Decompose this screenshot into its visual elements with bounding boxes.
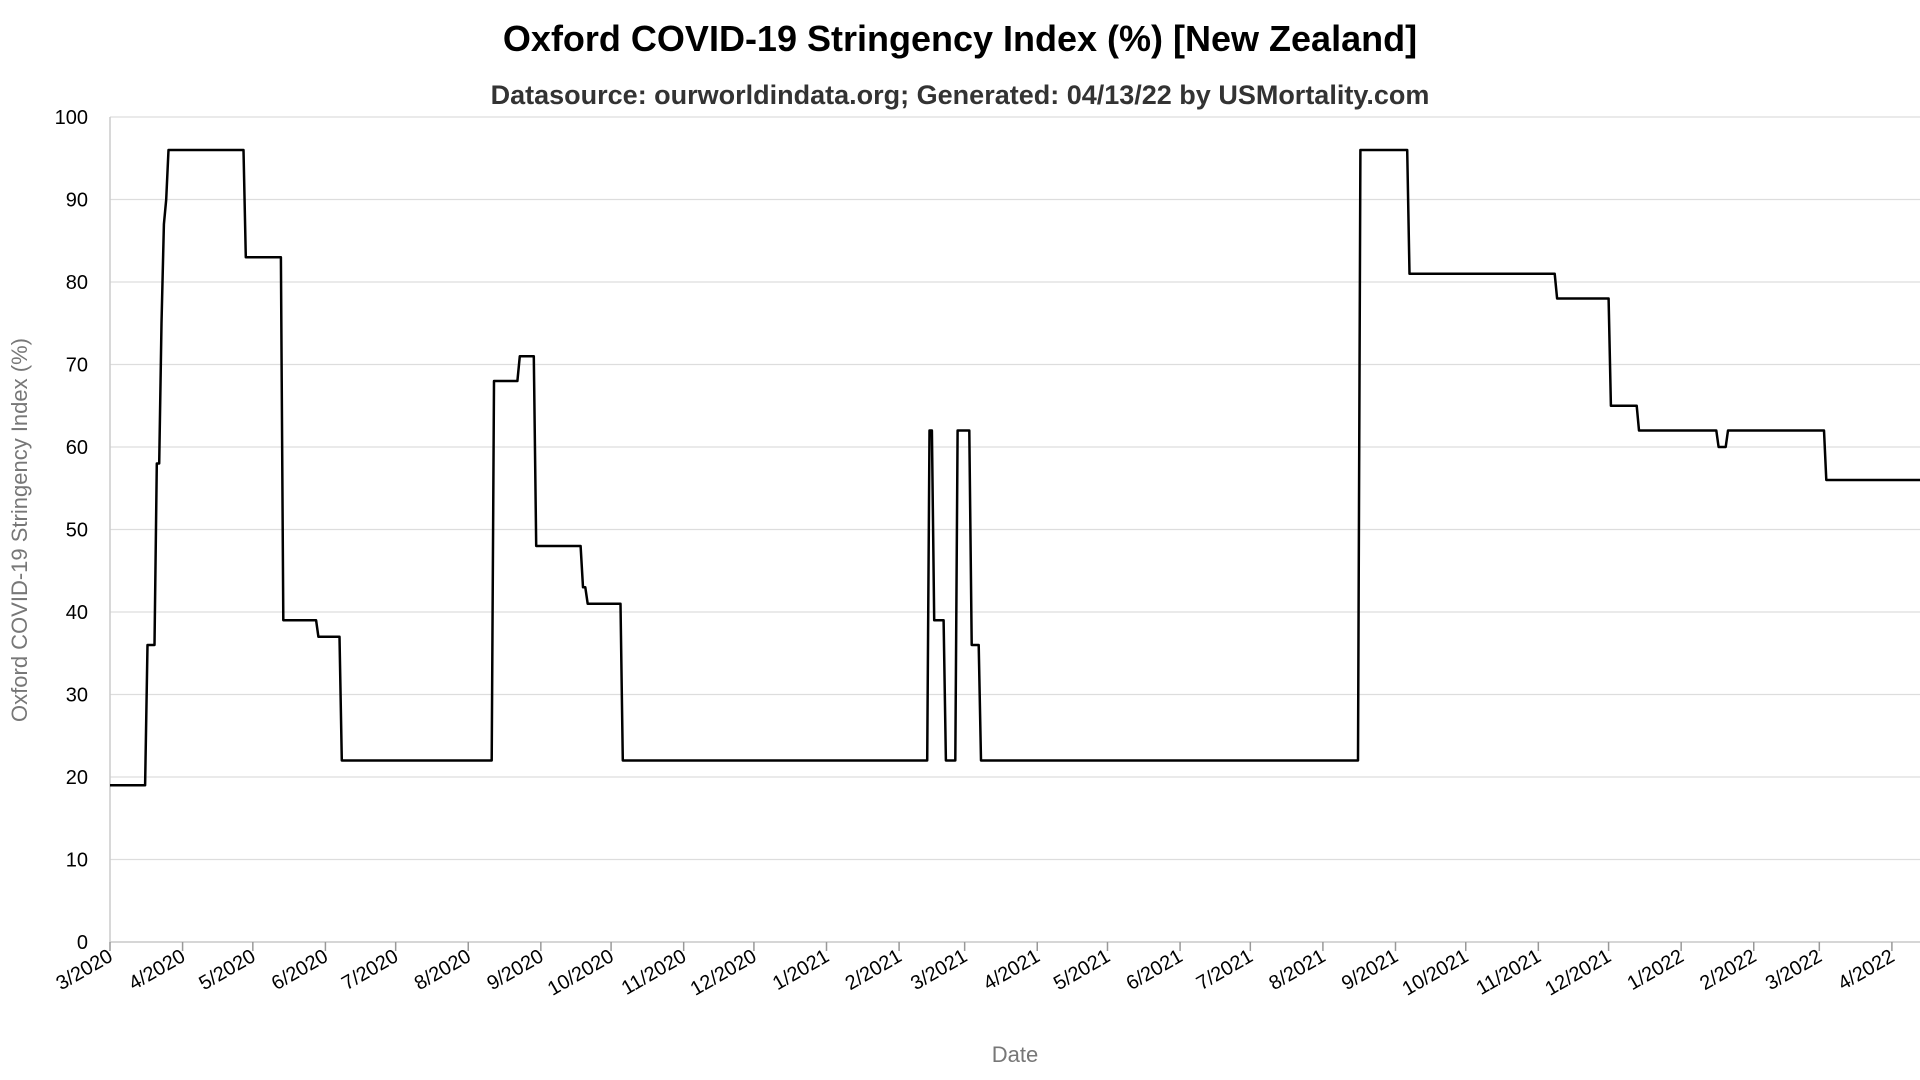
y-axis-title: Oxford COVID-19 Stringency Index (%) xyxy=(7,338,32,722)
x-tick-label: 12/2021 xyxy=(1541,945,1615,1000)
gridlines xyxy=(110,116,1920,943)
x-tick-label: 1/2021 xyxy=(769,945,833,995)
y-tick-label: 80 xyxy=(66,272,88,294)
x-tick-label: 3/2022 xyxy=(1762,945,1826,995)
y-tick-label: 90 xyxy=(66,190,88,212)
y-tick-label: 60 xyxy=(66,437,88,459)
x-tick-label: 4/2020 xyxy=(125,945,189,995)
x-tick-label: 6/2021 xyxy=(1123,945,1187,995)
y-tick-label: 50 xyxy=(66,520,88,542)
y-tick-label: 40 xyxy=(66,602,88,624)
x-tick-label: 2/2021 xyxy=(842,945,906,995)
x-tick-label: 9/2021 xyxy=(1338,945,1402,995)
x-tick-label: 4/2022 xyxy=(1834,945,1898,995)
x-tick-label: 9/2020 xyxy=(483,945,547,995)
chart-title: Oxford COVID-19 Stringency Index (%) [Ne… xyxy=(502,18,1418,59)
y-tick-label: 10 xyxy=(66,850,88,872)
x-tick-label: 5/2020 xyxy=(195,945,259,995)
x-tick-labels: 3/2020 4/2020 5/2020 6/2020 7/2020 8/2020 9/20… xyxy=(53,945,1899,1000)
x-tick-label: 4/2021 xyxy=(980,945,1044,995)
x-tick-label: 5/2021 xyxy=(1050,945,1114,995)
x-tick-label: 12/2020 xyxy=(687,945,761,1000)
series-line xyxy=(110,148,1920,787)
x-tick-label: 11/2021 xyxy=(1473,945,1545,999)
x-axis-title: Date xyxy=(992,1042,1038,1067)
x-tick-label: 6/2020 xyxy=(268,945,332,995)
chart-subtitle: Datasource: ourworldindata.org; Generate… xyxy=(490,80,1430,110)
x-tick-label: 8/2021 xyxy=(1265,945,1329,995)
x-tick-label: 1/2022 xyxy=(1624,945,1688,995)
x-tick-label: 10/2020 xyxy=(544,945,618,1000)
x-tick-label: 10/2021 xyxy=(1399,945,1473,1000)
series-layer xyxy=(110,148,1920,787)
x-tick-label: 2/2022 xyxy=(1696,945,1760,995)
y-tick-label: 30 xyxy=(66,685,88,707)
axes xyxy=(109,117,1920,951)
y-tick-labels: 0 10 20 30 40 50 60 70 80 90 100 xyxy=(55,107,88,954)
y-tick-label: 0 xyxy=(77,932,88,954)
y-tick-label: 20 xyxy=(66,767,88,789)
x-tick-label: 7/2021 xyxy=(1193,945,1257,995)
x-tick-label: 8/2020 xyxy=(411,945,475,995)
x-tick-label: 7/2020 xyxy=(338,945,402,995)
y-tick-label: 70 xyxy=(66,355,88,377)
x-tick-label: 11/2020 xyxy=(618,945,690,999)
x-tick-label: 3/2021 xyxy=(907,945,971,995)
y-tick-label: 100 xyxy=(55,107,88,129)
